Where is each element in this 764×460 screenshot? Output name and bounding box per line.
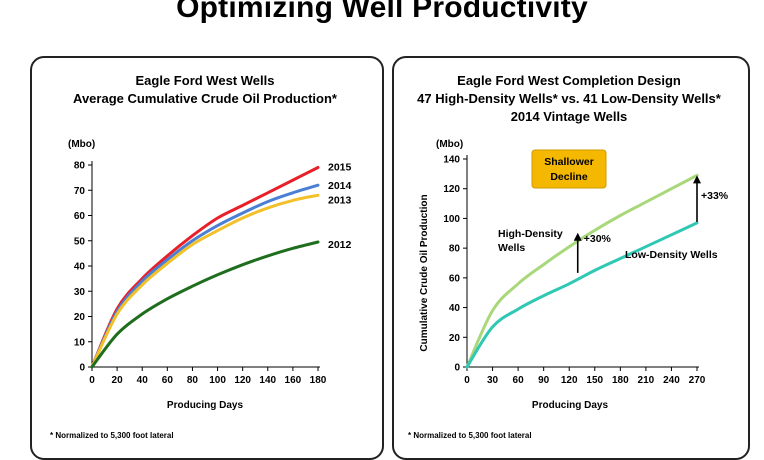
x-tick-label: 100: [209, 375, 226, 386]
left-chart-subtitle: Average Cumulative Crude Oil Production*: [73, 91, 338, 106]
series-line-0: [465, 173, 699, 369]
y-tick-label: 60: [449, 273, 461, 284]
x-tick-label: 140: [259, 375, 276, 386]
left-y-unit: (Mbo): [68, 139, 95, 150]
left-chart-title: Eagle Ford West Wells: [136, 73, 275, 88]
y-tick-label: 100: [443, 214, 460, 225]
right-chart-subtitle: 47 High-Density Wells* vs. 41 Low-Densit…: [417, 91, 722, 106]
x-tick-label: 80: [187, 375, 199, 386]
x-tick-label: 270: [689, 375, 706, 386]
y-tick-label: 80: [449, 244, 461, 255]
x-tick-label: 60: [162, 375, 174, 386]
x-tick-label: 30: [487, 375, 499, 386]
y-tick-label: 140: [443, 155, 460, 166]
left-chart-svg: Eagle Ford West Wells Average Cumulative…: [50, 73, 352, 440]
series-line-0: [90, 166, 320, 369]
y-tick-label: 0: [79, 363, 85, 374]
arrow-33pct-head: [693, 175, 701, 184]
y-tick-label: 20: [74, 312, 86, 323]
series-label-2012: 2012: [328, 239, 352, 251]
x-tick-label: 160: [285, 375, 302, 386]
y-tick-label: 70: [74, 186, 86, 197]
x-tick-label: 60: [513, 375, 525, 386]
y-tick-label: 50: [74, 236, 86, 247]
x-tick-label: 150: [586, 375, 603, 386]
y-tick-label: 30: [74, 287, 86, 298]
x-tick-label: 120: [234, 375, 251, 386]
y-tick-label: 0: [454, 363, 460, 374]
left-chart-panel: Eagle Ford West Wells Average Cumulative…: [30, 56, 384, 460]
y-tick-label: 10: [74, 337, 86, 348]
y-tick-label: 40: [449, 303, 461, 314]
badge-text-line-2: Decline: [550, 171, 588, 183]
x-tick-label: 0: [89, 375, 95, 386]
series-label-2014: 2014: [328, 180, 352, 192]
y-tick-label: 80: [74, 161, 86, 172]
shallower-decline-badge: [531, 149, 607, 189]
arrow-33pct-label: +33%: [701, 190, 729, 202]
right-chart-title: Eagle Ford West Completion Design: [457, 73, 681, 88]
x-tick-label: 210: [638, 375, 655, 386]
x-tick-label: 0: [464, 375, 470, 386]
right-chart-subtitle-2: 2014 Vintage Wells: [511, 109, 628, 124]
x-tick-label: 120: [561, 375, 578, 386]
slide-title: Optimizing Well Productivity: [176, 0, 588, 24]
y-tick-label: 60: [74, 211, 86, 222]
y-tick-label: 120: [443, 184, 460, 195]
right-x-axis-title: Producing Days: [532, 400, 609, 411]
arrow-30pct-label: +30%: [584, 233, 612, 245]
left-x-axis-title: Producing Days: [167, 400, 244, 411]
x-tick-label: 240: [663, 375, 680, 386]
x-tick-label: 180: [612, 375, 629, 386]
arrow-30pct-head: [573, 232, 582, 241]
high-density-label-line-2: Wells: [498, 242, 525, 254]
x-tick-label: 40: [137, 375, 149, 386]
y-tick-label: 20: [449, 333, 461, 344]
low-density-label: Low-Density Wells: [625, 249, 718, 261]
series-label-2013: 2013: [328, 194, 352, 206]
series-line-2: [90, 193, 320, 369]
series-label-2015: 2015: [328, 162, 352, 174]
right-chart-svg: Eagle Ford West Completion Design 47 Hig…: [408, 73, 729, 440]
x-tick-label: 90: [538, 375, 550, 386]
right-y-unit: (Mbo): [436, 139, 463, 150]
badge-text-line-1: Shallower: [544, 156, 594, 168]
x-tick-label: 180: [310, 375, 327, 386]
series-line-3: [90, 240, 320, 369]
y-tick-label: 40: [74, 262, 86, 273]
right-y-axis-title: Cumulative Crude Oil Production: [419, 194, 430, 351]
series-line-1: [465, 221, 699, 369]
left-footnote: * Normalized to 5,300 foot lateral: [50, 431, 174, 440]
right-footnote: * Normalized to 5,300 foot lateral: [408, 431, 532, 440]
x-tick-label: 20: [112, 375, 124, 386]
high-density-label-line-1: High-Density: [498, 228, 563, 240]
right-chart-panel: Eagle Ford West Completion Design 47 Hig…: [392, 56, 750, 460]
series-line-1: [90, 183, 320, 369]
